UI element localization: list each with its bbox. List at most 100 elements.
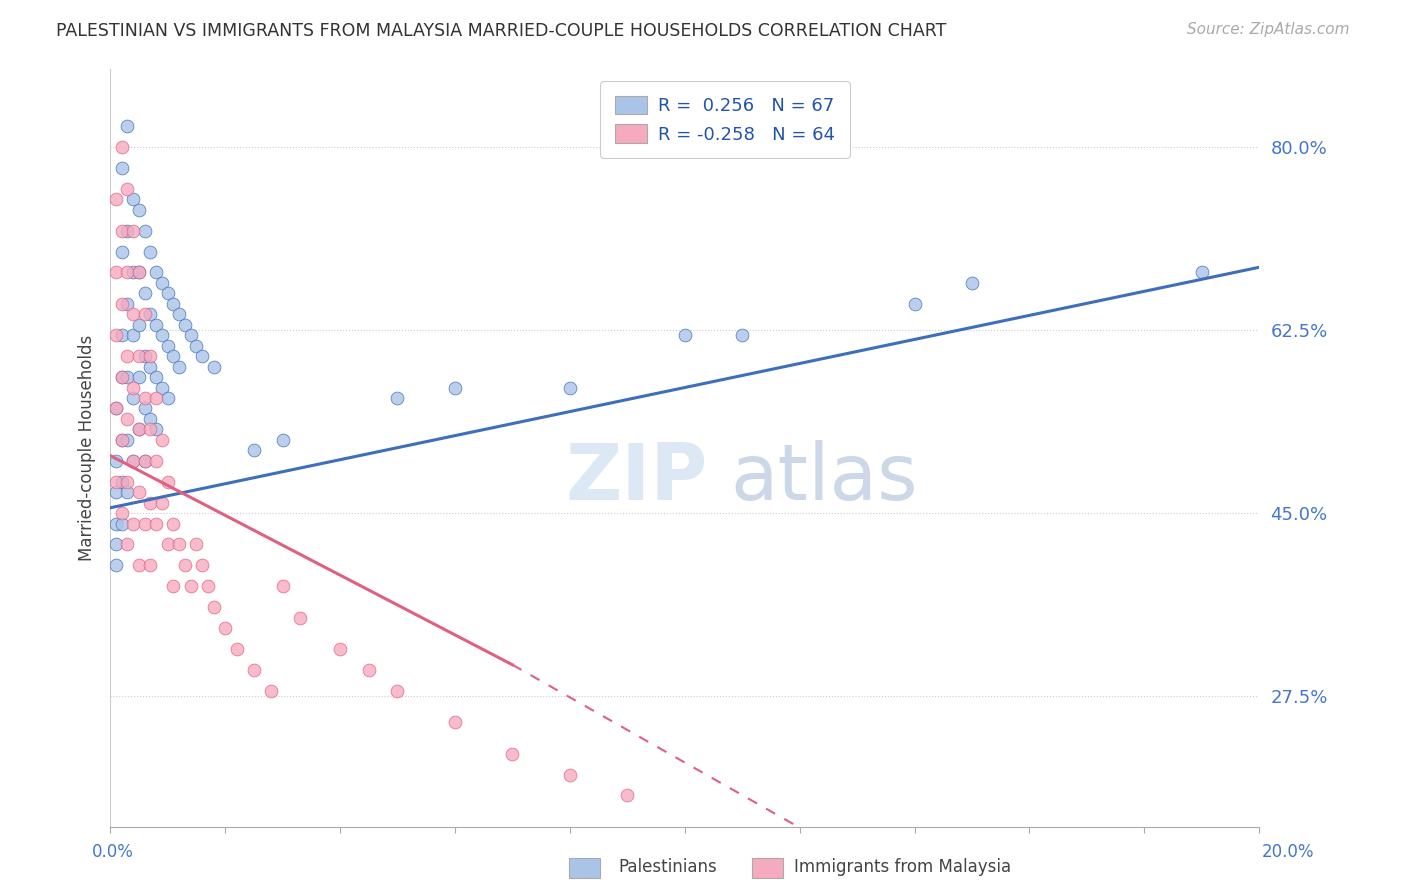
Point [162, 516, 184, 531]
Point [271, 579, 294, 593]
Point [134, 286, 156, 301]
Point [104, 192, 127, 206]
Point [731, 328, 754, 343]
Point [156, 339, 179, 353]
Point [111, 140, 134, 154]
Point [104, 401, 127, 416]
Point [150, 433, 173, 447]
Point [167, 307, 190, 321]
Point [387, 684, 409, 698]
Point [104, 537, 127, 551]
Point [444, 715, 467, 730]
Point [104, 265, 127, 279]
Text: Immigrants from Malaysia: Immigrants from Malaysia [794, 858, 1011, 876]
Point [117, 537, 139, 551]
Point [111, 370, 134, 384]
Text: 20.0%: 20.0% [1263, 843, 1315, 861]
Text: ZIP: ZIP [565, 440, 707, 516]
Text: PALESTINIAN VS IMMIGRANTS FROM MALAYSIA MARRIED-COUPLE HOUSEHOLDS CORRELATION CH: PALESTINIAN VS IMMIGRANTS FROM MALAYSIA … [56, 22, 946, 40]
Point [122, 391, 145, 405]
Point [122, 380, 145, 394]
Point [122, 192, 145, 206]
Point [111, 297, 134, 311]
Point [558, 380, 581, 394]
Point [134, 401, 156, 416]
Legend: R =  0.256   N = 67, R = -0.258   N = 64: R = 0.256 N = 67, R = -0.258 N = 64 [600, 81, 849, 158]
Point [104, 401, 127, 416]
Point [139, 359, 162, 374]
Point [139, 412, 162, 426]
Point [134, 454, 156, 468]
Point [139, 244, 162, 259]
Point [162, 579, 184, 593]
Point [145, 370, 167, 384]
Point [162, 297, 184, 311]
Point [202, 359, 225, 374]
Point [134, 307, 156, 321]
Point [111, 328, 134, 343]
Point [104, 516, 127, 531]
Point [111, 506, 134, 520]
Point [673, 328, 696, 343]
Point [150, 495, 173, 509]
Point [186, 339, 208, 353]
Point [444, 380, 467, 394]
Point [104, 558, 127, 573]
Point [117, 485, 139, 500]
Point [117, 370, 139, 384]
Point [145, 422, 167, 436]
Point [128, 265, 150, 279]
Point [111, 244, 134, 259]
Point [145, 454, 167, 468]
Point [167, 359, 190, 374]
Point [197, 579, 219, 593]
Point [128, 485, 150, 500]
Point [128, 422, 150, 436]
Point [156, 475, 179, 489]
Point [150, 276, 173, 290]
Point [139, 495, 162, 509]
Point [903, 297, 925, 311]
Point [243, 663, 266, 677]
Text: 0.0%: 0.0% [91, 843, 134, 861]
Point [111, 161, 134, 175]
Point [111, 516, 134, 531]
Point [122, 454, 145, 468]
Point [150, 328, 173, 343]
Point [1191, 265, 1213, 279]
Point [156, 286, 179, 301]
Point [117, 182, 139, 196]
Text: atlas: atlas [731, 440, 918, 516]
Point [134, 349, 156, 363]
Point [134, 224, 156, 238]
Point [173, 558, 195, 573]
Point [145, 391, 167, 405]
Point [173, 318, 195, 332]
Point [117, 412, 139, 426]
Point [117, 475, 139, 489]
Point [111, 433, 134, 447]
Point [501, 747, 523, 761]
Point [122, 516, 145, 531]
Point [180, 328, 202, 343]
Point [134, 516, 156, 531]
Point [117, 119, 139, 133]
Point [156, 391, 179, 405]
Point [243, 443, 266, 458]
Point [122, 224, 145, 238]
Point [191, 349, 214, 363]
Point [139, 422, 162, 436]
Point [214, 621, 236, 635]
Y-axis label: Married-couple Households: Married-couple Households [79, 334, 96, 561]
Point [202, 600, 225, 615]
Point [139, 307, 162, 321]
Point [134, 391, 156, 405]
Point [357, 663, 380, 677]
Point [128, 318, 150, 332]
Point [122, 307, 145, 321]
Point [145, 265, 167, 279]
Point [104, 485, 127, 500]
Point [128, 422, 150, 436]
Point [191, 558, 214, 573]
Point [139, 349, 162, 363]
